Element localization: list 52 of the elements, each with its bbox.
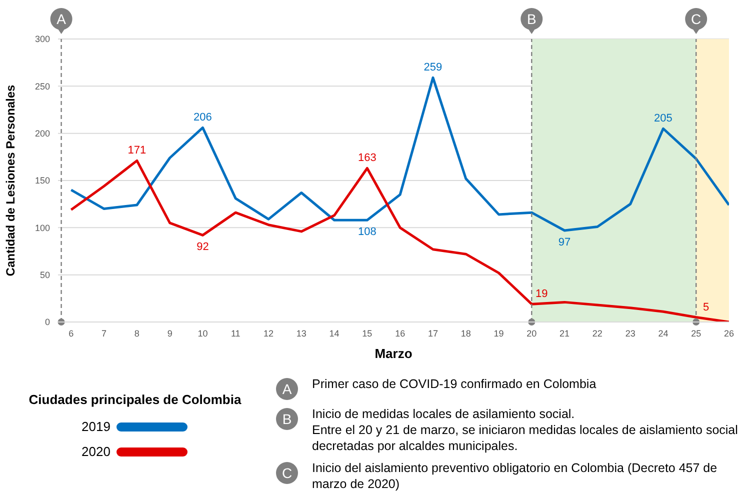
- data-label: 171: [128, 144, 146, 157]
- data-label: 205: [654, 112, 672, 125]
- x-tick-label: 7: [102, 328, 107, 338]
- ref-line-label: B: [526, 11, 536, 27]
- x-tick-label: 24: [658, 328, 668, 338]
- y-tick-label: 300: [34, 34, 50, 44]
- x-tick-label: 12: [264, 328, 274, 338]
- data-label: 108: [358, 226, 376, 238]
- legend-label: 2020: [82, 444, 110, 459]
- x-tick-label: 14: [329, 328, 340, 338]
- text: Inicio de medidas locales de asilamiento social. Entre el 20 y 21 de marzo, se iniciaron medidas locales de aislamiento social decretadas por alcaldes municipales.: [312, 406, 739, 454]
- data-label: 19: [536, 288, 548, 300]
- ref-line-label: C: [691, 11, 702, 27]
- x-tick-label: 16: [395, 328, 406, 338]
- x-tick-label: 25: [691, 328, 702, 338]
- text: Primer caso de COVID-19 confirmado en Colombia: [312, 376, 596, 392]
- x-tick-label: 10: [198, 328, 208, 338]
- x-tick-label: 11: [230, 328, 240, 338]
- ref-line-label: A: [56, 11, 67, 27]
- data-label: 97: [558, 236, 571, 248]
- letter-badge-icon: C: [276, 462, 298, 484]
- legend-label: 2019: [82, 419, 110, 434]
- legend-title: Ciudades principales de Colombia: [28, 392, 242, 407]
- letter-badge-icon: A: [276, 378, 298, 400]
- x-tick-label: 18: [460, 328, 471, 338]
- y-tick-label: 50: [40, 270, 50, 280]
- y-tick-label: 150: [34, 176, 50, 186]
- y-tick-label: 200: [34, 128, 50, 139]
- data-label: 163: [358, 152, 376, 164]
- x-tick-label: 22: [592, 328, 602, 338]
- y-tick-label: 100: [34, 222, 50, 233]
- x-tick-label: 20: [526, 328, 537, 338]
- x-tick-label: 17: [428, 328, 438, 338]
- x-tick-label: 9: [167, 328, 172, 338]
- x-tick-label: 13: [296, 328, 306, 338]
- letter-badge-icon: B: [276, 408, 298, 430]
- x-axis-title: Marzo: [374, 346, 412, 361]
- x-tick-label: 23: [625, 328, 636, 338]
- x-tick-label: 8: [134, 328, 140, 338]
- x-tick-label: 6: [68, 328, 74, 338]
- y-tick-label: 250: [34, 81, 50, 92]
- y-tick-label: 0: [44, 317, 50, 328]
- x-tick-label: 15: [362, 328, 372, 338]
- data-label: 206: [194, 112, 212, 124]
- text: Inicio del aislamiento preventivo obligatorio en Colombia (Decreto 457 de marzo de 2020): [312, 460, 718, 492]
- x-tick-label: 26: [724, 328, 734, 338]
- y-axis-title: Cantidad de Lesiones Personales: [3, 84, 18, 276]
- data-label: 259: [424, 62, 442, 74]
- data-label: 5: [703, 301, 710, 314]
- x-tick-label: 19: [494, 328, 504, 338]
- x-tick-label: 21: [560, 328, 570, 338]
- data-label: 92: [196, 241, 209, 254]
